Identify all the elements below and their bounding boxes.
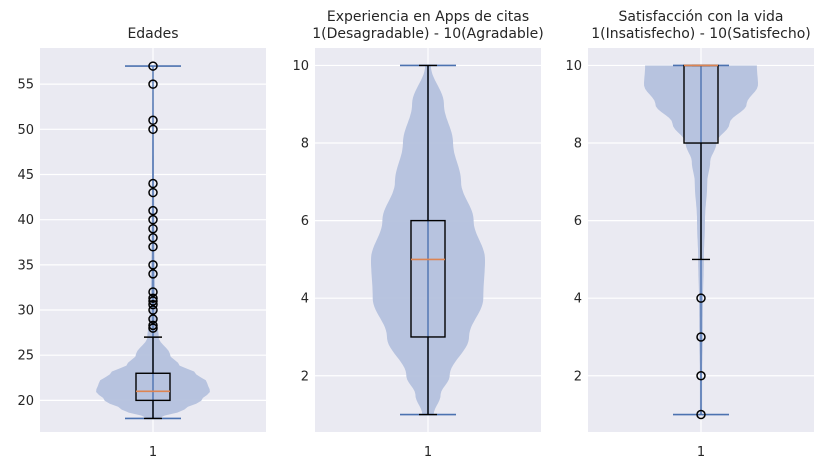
outlier-point <box>148 214 158 225</box>
outlier-point <box>148 320 158 331</box>
outlier-point <box>696 409 706 420</box>
chart-title: Edades <box>127 26 178 42</box>
outlier-point <box>148 187 158 198</box>
outlier-point <box>148 323 158 333</box>
outlier-point <box>148 79 158 89</box>
y-tick-label: 6 <box>574 214 582 229</box>
y-tick-label: 35 <box>17 258 34 273</box>
outlier-point <box>148 232 158 243</box>
outlier-point <box>696 332 706 342</box>
y-tick-label: 8 <box>574 137 582 152</box>
y-tick-label: 4 <box>574 292 582 307</box>
outlier-point <box>148 242 158 252</box>
y-tick-label: 10 <box>292 59 309 74</box>
x-tick-label: 1 <box>424 445 432 460</box>
y-tick-label: 30 <box>17 304 34 319</box>
chart-title: Satisfacción con la vida <box>619 9 784 25</box>
outlier-point <box>148 223 158 234</box>
y-tick-label: 4 <box>301 292 309 307</box>
y-tick-label: 50 <box>17 123 34 138</box>
outlier-point <box>148 269 158 279</box>
outlier-point <box>148 314 158 324</box>
y-tick-label: 2 <box>574 369 582 384</box>
chart-title: Experiencia en Apps de citas <box>327 9 529 25</box>
outlier-point <box>148 305 158 315</box>
outlier-point <box>148 299 158 310</box>
y-tick-label: 45 <box>17 168 34 183</box>
outlier-point <box>148 260 158 270</box>
box-iqr <box>135 372 171 402</box>
chart-panel-2: 2 4 6 8 10 1 Experiencia en Apps de citas1(Des… <box>292 9 543 460</box>
outlier-point <box>696 371 706 381</box>
outlier-point <box>148 61 158 71</box>
outlier-point <box>148 115 158 126</box>
outlier-point <box>148 287 158 297</box>
x-tick-label: 1 <box>149 445 157 460</box>
x-tick-label: 1 <box>697 445 705 460</box>
box-iqr <box>410 219 446 338</box>
y-tick-label: 20 <box>17 394 34 409</box>
y-tick-label: 55 <box>17 78 34 93</box>
outlier-point <box>148 293 158 304</box>
outlier-point <box>148 296 158 306</box>
outlier-point <box>148 205 158 216</box>
chart-panel-1: 20 25 30 35 40 45 50 55 1 Edades <box>17 26 266 460</box>
chart-panel-3: 2 4 6 8 10 1 Satisfacción con la vida1(Insatis… <box>565 9 814 460</box>
y-tick-label: 10 <box>565 59 582 74</box>
y-tick-label: 8 <box>301 137 309 152</box>
chart-title: 1(Insatisfecho) - 10(Satisfecho) <box>591 26 811 42</box>
outlier-point <box>148 124 158 135</box>
chart-title: 1(Desagradable) - 10(Agradable) <box>312 26 544 42</box>
y-tick-label: 40 <box>17 213 34 228</box>
y-tick-label: 6 <box>301 214 309 229</box>
outlier-point <box>696 293 706 303</box>
outlier-point <box>148 178 158 189</box>
y-tick-label: 25 <box>17 349 34 364</box>
y-tick-label: 2 <box>301 369 309 384</box>
